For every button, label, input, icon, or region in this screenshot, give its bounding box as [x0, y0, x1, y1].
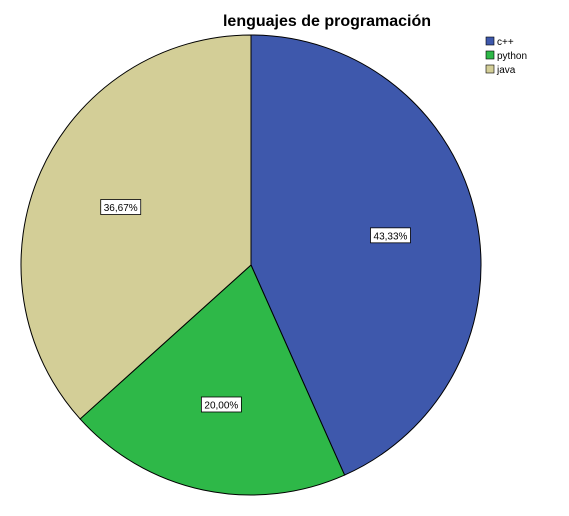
slice-label-java: 36,67%: [100, 199, 142, 215]
chart-title: lenguajes de programación: [223, 13, 431, 30]
legend-swatch-python: [485, 50, 495, 60]
slice-label-c: 43,33%: [370, 227, 411, 244]
legend-swatch-cpp: [485, 36, 495, 46]
pie-slice-python: [79, 264, 346, 496]
slice-label-text: 43,33%: [374, 231, 408, 242]
slice-label-box: [100, 199, 142, 215]
pie-slice-java: [20, 34, 252, 420]
legend-swatch-java: [485, 64, 495, 74]
slice-label-box: [200, 396, 242, 413]
slice-label-text: 36,67%: [104, 203, 138, 214]
slice-label-box: [370, 227, 411, 244]
pie-slice-c: [250, 34, 482, 476]
legend-label-java: java: [496, 65, 516, 76]
slice-label-text: 20,00%: [204, 400, 238, 411]
pie-slices: [20, 34, 482, 496]
legend: c++ python java: [485, 36, 527, 76]
legend-label-cpp: c++: [497, 37, 514, 48]
legend-label-python: python: [497, 51, 527, 62]
pie-slice-labels: 43,33% 20,00% 36,67%: [100, 199, 411, 413]
slice-label-python: 20,00%: [200, 396, 242, 413]
